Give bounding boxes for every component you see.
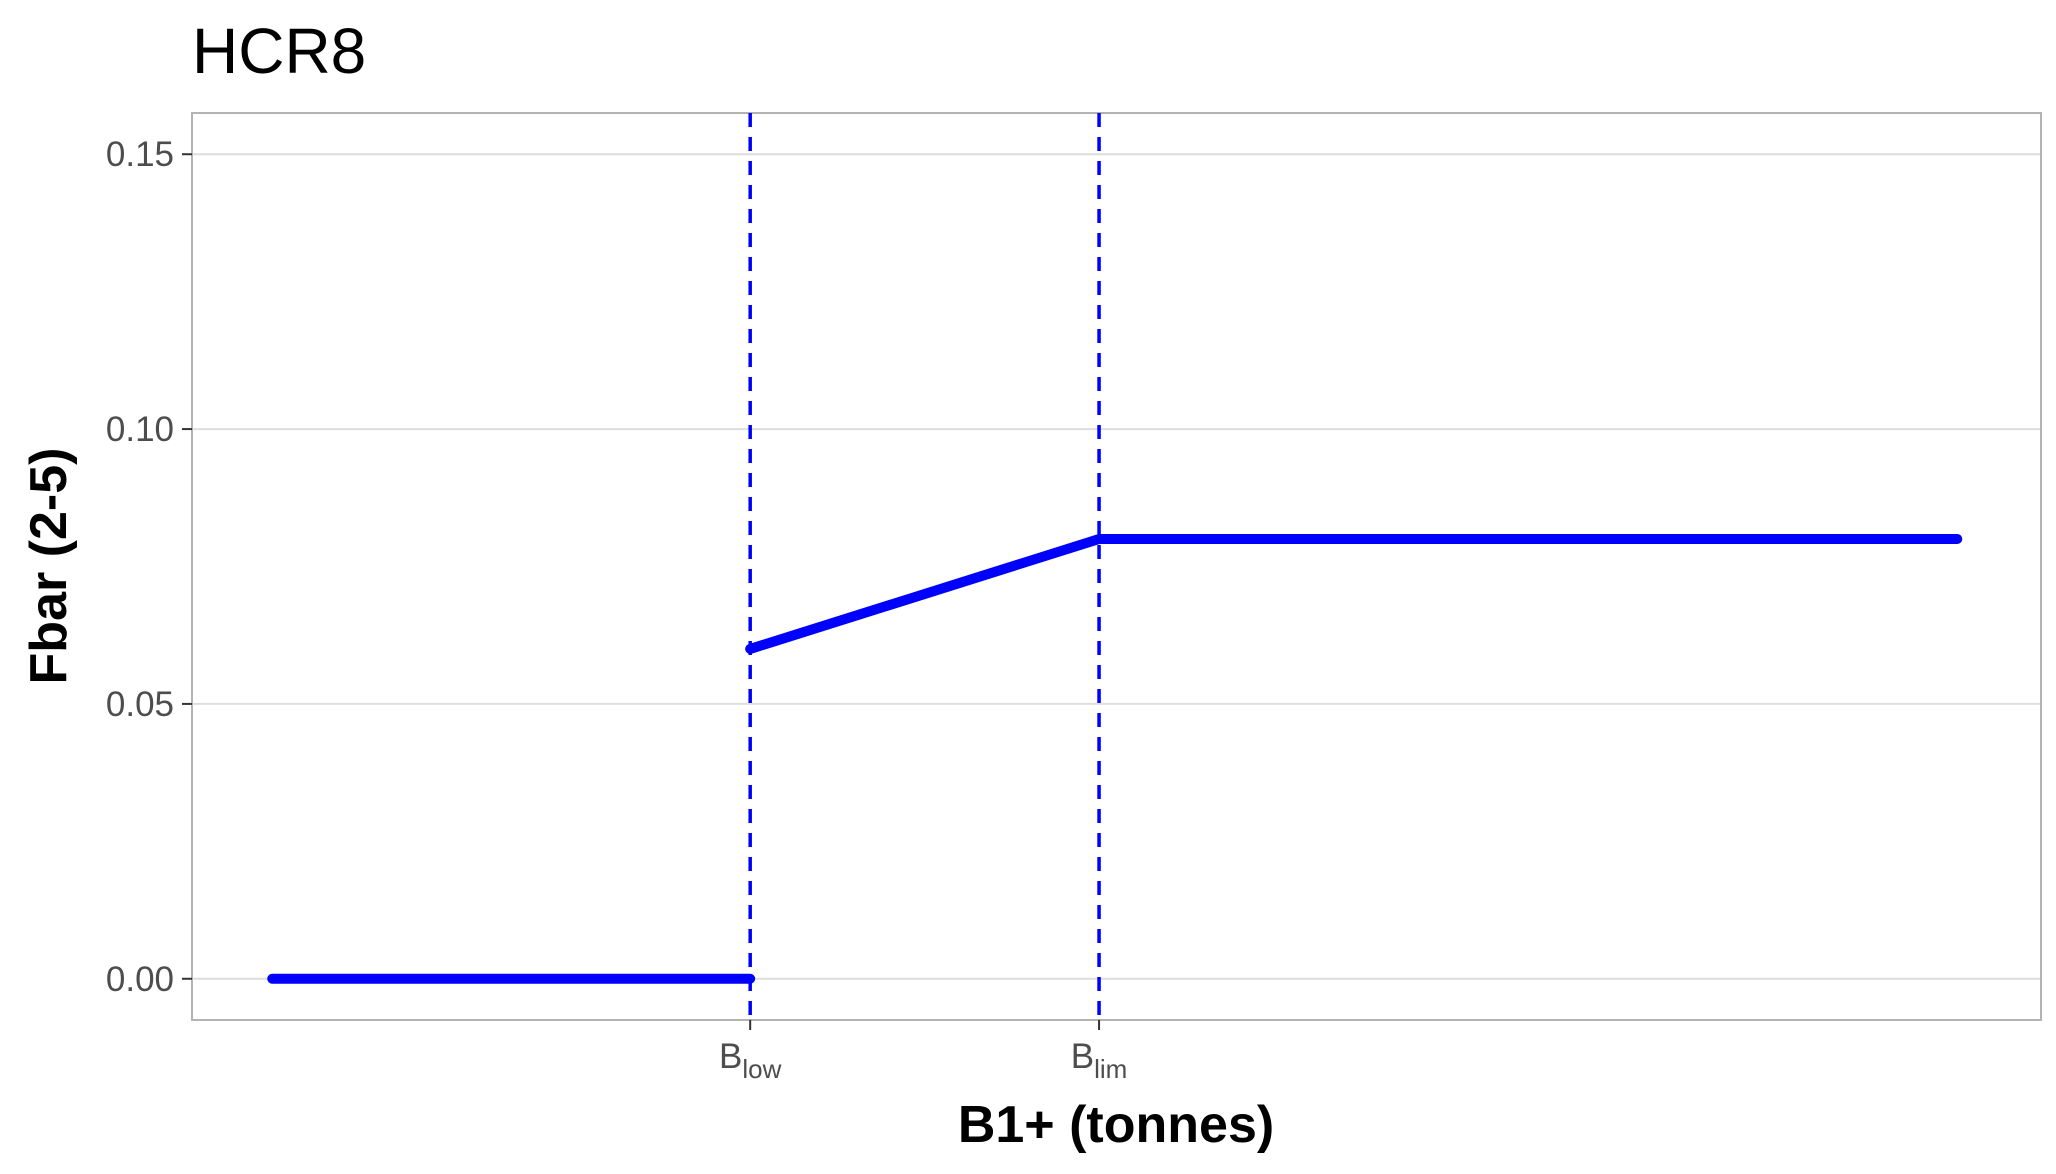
series-layer [267, 534, 1963, 984]
y-tick-label: 0.10 [106, 410, 174, 449]
x-tick-label: Blim [1071, 1037, 1128, 1084]
y-tick-label: 0.05 [106, 685, 174, 724]
x-axis-ticks: Blow Blim [719, 1020, 1127, 1084]
reference-lines [748, 113, 1101, 1020]
y-tick-label: 0.15 [106, 135, 174, 174]
grid-layer [192, 153, 2041, 980]
plot-panel-border [191, 112, 2042, 1021]
y-tick-label: 0.00 [106, 960, 174, 999]
x-tick-label: Blow [719, 1037, 782, 1084]
y-axis-title: Fbar (2-5) [20, 448, 78, 685]
chart-title: HCR8 [192, 15, 366, 87]
series-line-segment [745, 534, 1963, 654]
y-axis-ticks: 0.00 0.05 0.10 0.15 [106, 135, 192, 999]
x-axis-title: B1+ (tonnes) [958, 1096, 1274, 1154]
